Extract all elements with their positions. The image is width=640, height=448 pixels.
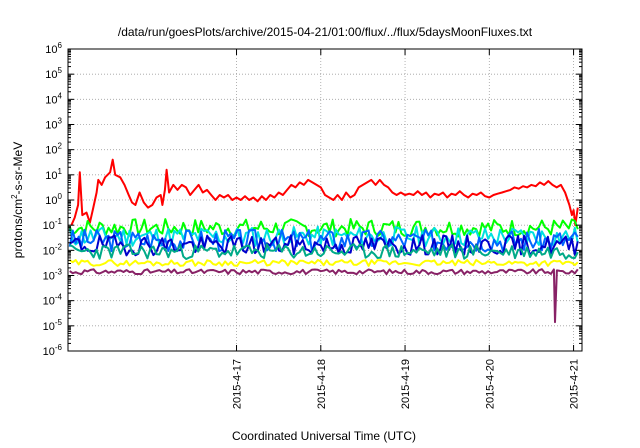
series-line-7 xyxy=(69,268,579,324)
plot-frame xyxy=(67,48,583,352)
series-line-1 xyxy=(68,218,579,238)
y-tick-label: 104 xyxy=(45,91,62,106)
y-tick-label: 105 xyxy=(45,66,62,81)
y-tick-label: 103 xyxy=(45,117,62,132)
y-tick-label: 101 xyxy=(45,167,62,182)
y-tick-label: 10-4 xyxy=(43,293,63,308)
y-tick-label: 10-1 xyxy=(43,217,63,232)
y-axis-label: protons/cm2-s-sr-MeV xyxy=(10,142,25,258)
x-tick-label: 2015-4-20 xyxy=(484,359,496,409)
series-line-5 xyxy=(69,243,579,260)
y-tick-label: 10-6 xyxy=(43,343,63,358)
chart-title: /data/run/goesPlots/archive/2015-04-21/0… xyxy=(118,25,533,39)
x-tick-label: 2015-4-18 xyxy=(316,359,328,409)
series-line-6 xyxy=(69,259,579,267)
y-tick-label: 10-2 xyxy=(43,242,63,257)
grid-layer xyxy=(68,49,582,351)
series-layer xyxy=(68,158,579,324)
x-axis-label: Coordinated Universal Time (UTC) xyxy=(232,429,416,443)
x-tick-label: 2015-4-17 xyxy=(232,359,244,409)
x-axis-ticks: 2015-4-17 2015-4-18 2015-4-19 2015-4-20 2015… xyxy=(232,49,581,409)
y-tick-label: 10-5 xyxy=(43,318,63,333)
x-tick-label: 2015-4-19 xyxy=(400,359,412,409)
series-line-0 xyxy=(70,158,579,227)
y-tick-label: 102 xyxy=(45,142,62,157)
series-line-3 xyxy=(68,227,579,253)
y-tick-label: 100 xyxy=(45,192,62,207)
y-tick-label: 106 xyxy=(45,41,62,56)
x-tick-label: 2015-4-21 xyxy=(569,359,581,409)
y-tick-label: 10-3 xyxy=(43,268,63,283)
y-axis-ticks: 10-6 10-5 10-4 10-3 10-2 10-1 100 101 102 103 104 1… xyxy=(43,41,582,358)
